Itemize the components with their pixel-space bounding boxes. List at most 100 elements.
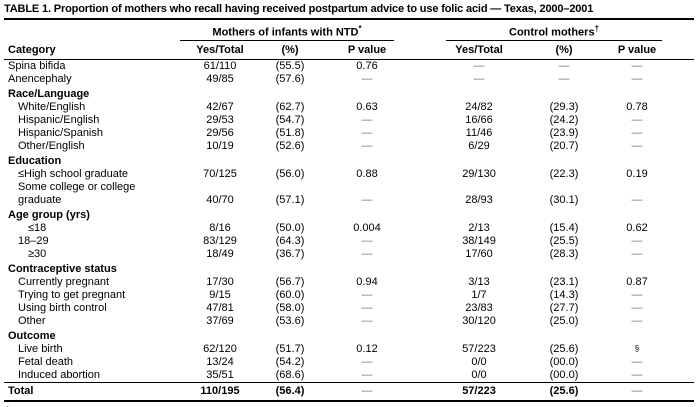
value-cell: (36.7): [275, 247, 305, 260]
value-cell: 57/223: [462, 342, 496, 355]
row-label: Live birth: [18, 342, 63, 355]
value-cell: —: [631, 139, 643, 152]
gap-cell: [394, 248, 446, 261]
value-cell: 13/24: [206, 355, 234, 368]
value-cell: —: [361, 355, 373, 368]
table-row: Other 37/69 (53.6) — 30/120 (25.0) —: [4, 315, 694, 328]
table-row: Induced abortion 35/51 (68.6) — 0/0 (00.0) —: [4, 369, 694, 383]
table-row: Currently pregnant 17/30 (56.7) 0.94 3/13 (23…: [4, 276, 694, 289]
table-title: TABLE 1. Proportion of mothers who recal…: [4, 3, 694, 20]
value-cell: 29/130: [462, 167, 496, 180]
value-cell: —: [361, 368, 373, 381]
col-header-percent-control: (%): [512, 40, 617, 60]
value-cell: —: [473, 59, 485, 72]
col-header-percent-ntd: (%): [260, 40, 320, 60]
value-cell: —: [361, 72, 373, 85]
value-cell: 29/56: [206, 126, 234, 139]
row-label: Some college or college graduate: [18, 180, 136, 206]
value-cell: 62/120: [203, 342, 237, 355]
value-cell: (00.0): [549, 355, 579, 368]
value-cell: —: [631, 355, 643, 368]
value-cell: —: [361, 113, 373, 126]
value-cell: 42/67: [206, 100, 234, 113]
value-cell: 30/120: [462, 314, 496, 327]
value-cell: 47/81: [206, 301, 234, 314]
value-cell: (60.0): [275, 288, 305, 301]
table-row: Some college or college graduate 40/70 (57…: [4, 181, 694, 207]
value-cell: 16/66: [465, 113, 493, 126]
value-cell: 6/29: [468, 139, 490, 152]
gap-cell: [394, 356, 446, 369]
column-header-row: Category Yes/Total (%) P value Yes/Total…: [4, 40, 695, 60]
value-cell: 70/125: [203, 167, 237, 180]
row-label: ≥30: [28, 247, 47, 260]
value-cell: (56.0): [275, 167, 305, 180]
value-cell: (56.7): [275, 275, 305, 288]
footnote-mark-asterisk: *: [358, 24, 362, 33]
value-cell: —: [361, 247, 373, 260]
total-row: Total 110/195 (56.4) —57/223 (25.6) —: [4, 381, 695, 402]
table-body: Spina bifida 61/110 (55.5) 0.76— — — Anencepha…: [4, 59, 695, 402]
value-cell: (28.3): [549, 247, 579, 260]
section-row: Outcome: [4, 328, 694, 343]
col-header-category: Category: [4, 40, 180, 60]
value-cell: 8/16: [209, 221, 231, 234]
gap-cell: [394, 381, 447, 402]
table-row: ≤18 8/16 (50.0) 0.004 2/13 (15.4) 0.62: [4, 222, 694, 235]
section-label: Age group (yrs): [8, 208, 90, 221]
value-cell: 1/7: [471, 288, 487, 301]
section-label: Education: [8, 154, 62, 167]
row-label: Hispanic/Spanish: [18, 126, 103, 139]
value-cell: 83/129: [203, 234, 237, 247]
gap-cell: [394, 315, 446, 328]
value-cell: 10/19: [206, 139, 234, 152]
value-cell: (23.1): [549, 275, 579, 288]
row-label: Spina bifida: [8, 59, 66, 72]
col-header-gap: [394, 40, 447, 60]
value-cell: —: [361, 139, 373, 152]
asterisk-mark: *: [6, 405, 9, 407]
gap-cell: [394, 101, 446, 114]
value-cell: —: [631, 113, 643, 126]
table-row: ≥30 18/49 (36.7) — 17/60 (28.3) —: [4, 248, 694, 261]
value-cell: (54.7): [275, 113, 305, 126]
value-cell: (29.3): [549, 100, 579, 113]
value-cell: 0/0: [471, 368, 487, 381]
value-cell: —: [361, 126, 373, 139]
value-cell: —: [631, 368, 643, 381]
value-cell: —: [631, 126, 643, 139]
section-row: Contraceptive status: [4, 261, 694, 276]
group-header-spacer: [4, 21, 180, 41]
table-row: 18–29 83/129 (64.3) — 38/149 (25.5) —: [4, 235, 694, 248]
gap-cell: [394, 168, 446, 181]
value-cell: —: [631, 314, 643, 327]
value-cell: 38/149: [462, 234, 496, 247]
section-label: Outcome: [8, 329, 56, 342]
value-cell: (25.6): [549, 342, 579, 355]
value-cell: —: [320, 381, 395, 402]
row-label: Other: [18, 314, 46, 327]
value-cell: —: [631, 59, 643, 72]
value-cell: 9/15: [209, 288, 231, 301]
value-cell: —: [361, 301, 373, 314]
value-cell: (22.3): [549, 167, 579, 180]
value-cell: 17/30: [206, 275, 234, 288]
row-label: 18–29: [18, 234, 49, 247]
value-cell: —: [361, 193, 373, 206]
value-cell: 57/223: [446, 381, 513, 402]
col-header-yes-total-ntd: Yes/Total: [180, 40, 260, 60]
value-cell: 2/13: [468, 221, 490, 234]
value-cell: (25.6): [512, 381, 617, 402]
value-cell: —: [558, 59, 570, 72]
value-cell: (23.9): [549, 126, 579, 139]
value-cell: 40/70: [206, 193, 234, 206]
section-row: Age group (yrs): [4, 207, 694, 222]
value-cell: —: [631, 72, 643, 85]
value-cell: (62.7): [275, 100, 305, 113]
value-cell: —: [361, 234, 373, 247]
value-cell: (30.1): [549, 193, 579, 206]
value-cell: 0.78: [626, 100, 648, 113]
gap-cell: [394, 59, 446, 73]
gap-cell: [394, 235, 446, 248]
table-row: ≤High school graduate 70/125 (56.0) 0.88 29/…: [4, 168, 694, 181]
